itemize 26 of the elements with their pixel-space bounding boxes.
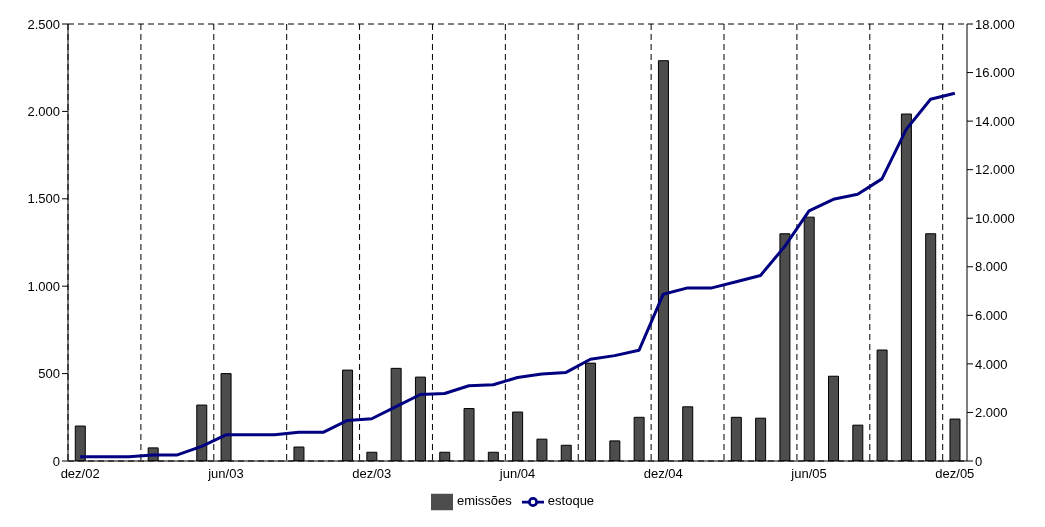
y2-tick-label: 18.000 xyxy=(975,16,1015,32)
y2-tick-label: 6.000 xyxy=(975,307,1008,323)
x-tick-label: dez/05 xyxy=(935,466,975,482)
y-tick-label: 1.000 xyxy=(27,278,60,294)
y-tick-label: 2.500 xyxy=(27,16,60,32)
y2-tick-label: 4.000 xyxy=(975,356,1008,372)
y2-tick-label: 0 xyxy=(975,453,983,469)
x-tick-label: dez/04 xyxy=(643,466,683,482)
x-tick-label: jun/04 xyxy=(498,466,536,482)
x-tick-label: jun/03 xyxy=(207,466,244,482)
y2-tick-label: 14.000 xyxy=(975,113,1015,129)
x-tick-label: jun/05 xyxy=(790,466,827,482)
x-tick-label: dez/02 xyxy=(60,466,100,482)
legend-label: estoque xyxy=(547,493,595,509)
x-tick-label: dez/03 xyxy=(352,466,392,482)
y-tick-label: 0 xyxy=(52,453,60,469)
y-tick-label: 500 xyxy=(38,366,60,382)
y-tick-label: 2.000 xyxy=(27,104,60,120)
y2-tick-label: 10.000 xyxy=(975,210,1015,226)
y-tick-label: 1.500 xyxy=(27,191,60,207)
y2-tick-label: 16.000 xyxy=(975,65,1015,81)
y2-tick-label: 8.000 xyxy=(975,259,1008,275)
legend-label: emissões xyxy=(456,493,512,509)
line-series xyxy=(78,91,957,459)
y2-tick-label: 12.000 xyxy=(975,162,1015,178)
y2-tick-label: 2.000 xyxy=(975,405,1008,421)
